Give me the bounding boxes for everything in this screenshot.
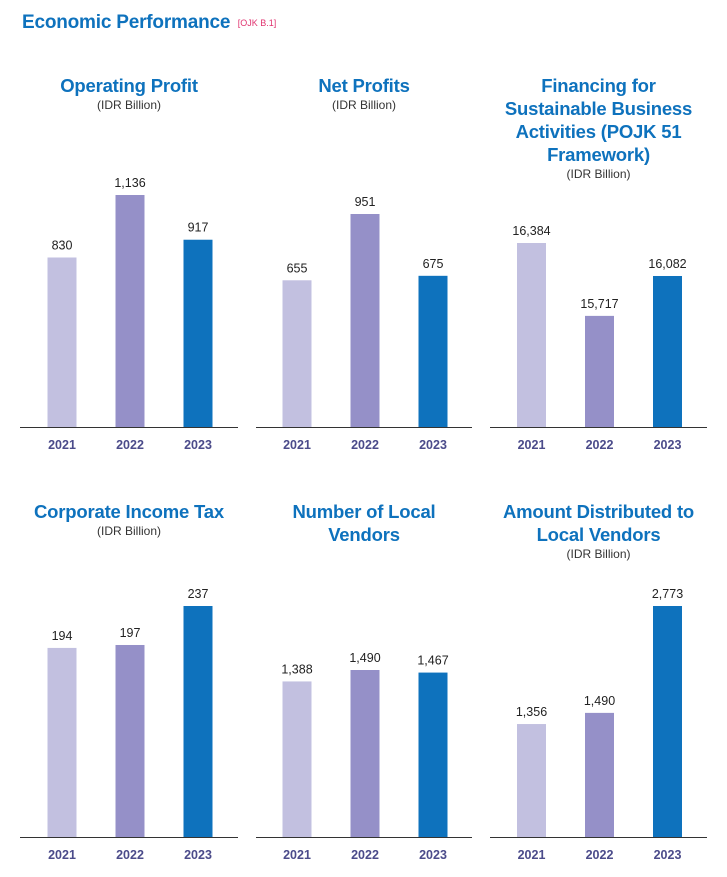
chart-title-line: Local Vendors [536, 524, 661, 545]
page-title: Economic Performance [OJK B.1] [22, 12, 276, 34]
data-label: 655 [287, 261, 308, 275]
bar-2022 [350, 670, 380, 837]
data-label: 951 [355, 195, 376, 209]
data-label: 1,136 [114, 176, 145, 190]
x-tick-label: 2021 [283, 438, 311, 452]
x-tick-label: 2021 [283, 848, 311, 862]
bar-2021 [517, 724, 546, 837]
chart-title: Corporate Income Tax [34, 501, 224, 522]
bar-2022 [115, 195, 145, 427]
x-tick-label: 2022 [351, 438, 379, 452]
chart-net-profits: Net Profits (IDR Billion) 655 2021 951 2022… [256, 0, 472, 877]
bar-2023 [183, 606, 213, 837]
chart-corporate-income-tax: Corporate Income Tax (IDR Billion) 194 20… [20, 0, 238, 877]
bar-2022 [585, 712, 614, 837]
data-label: 675 [423, 257, 444, 271]
chart-unit: (IDR Billion) [331, 98, 396, 112]
bar-2022 [585, 315, 614, 427]
bar-2023 [418, 275, 448, 427]
chart-header: Amount Distributed to Local Vendors (IDR… [490, 500, 707, 562]
x-tick-label: 2021 [518, 438, 546, 452]
x-tick-label: 2022 [116, 848, 144, 862]
data-label: 1,490 [584, 694, 615, 708]
data-label: 917 [188, 221, 209, 235]
x-tick-label: 2021 [48, 438, 76, 452]
chart-title: Net Profits [318, 75, 410, 96]
bar-2022 [115, 644, 145, 837]
x-tick-label: 2022 [586, 438, 614, 452]
data-label: 194 [52, 629, 73, 643]
chart-header: Financing for Sustainable Business Activ… [490, 74, 707, 182]
chart-unit: (IDR Billion) [96, 98, 161, 112]
chart-operating-profit: Operating Profit (IDR Billion) 830 2021 1,… [20, 0, 238, 877]
bar-chart: 16,384 2021 15,717 2022 16,082 2023 [490, 224, 707, 452]
x-tick-label: 2023 [184, 848, 212, 862]
chart-local-vendors: Number of Local Vendors 1,388 2021 1,490 20… [256, 0, 472, 877]
bar-chart: 194 2021 197 2022 237 2023 [20, 587, 238, 862]
chart-title-line: Financing for [541, 75, 656, 96]
bar-2021 [47, 257, 77, 427]
x-tick-label: 2021 [48, 848, 76, 862]
page-title-text: Economic Performance [22, 12, 231, 33]
chart-header: Corporate Income Tax (IDR Billion) [20, 500, 238, 539]
bar-2023 [418, 672, 448, 837]
data-label: 15,717 [580, 297, 618, 311]
x-tick-label: 2023 [419, 438, 447, 452]
chart-title: Amount Distributed to Local Vendors [490, 500, 707, 546]
chart-title: Number of Local Vendors [256, 500, 472, 546]
data-label: 16,384 [512, 224, 550, 238]
bar-2023 [653, 606, 682, 837]
chart-title-line: Vendors [328, 524, 400, 545]
x-tick-label: 2023 [419, 848, 447, 862]
bar-2021 [517, 243, 546, 427]
data-label: 237 [188, 587, 209, 601]
chart-header: Net Profits (IDR Billion) [256, 74, 472, 113]
data-label: 2,773 [652, 587, 683, 601]
chart-unit: (IDR Billion) [566, 547, 631, 561]
chart-header: Operating Profit (IDR Billion) [20, 74, 238, 113]
chart-title-line: Sustainable Business [504, 98, 693, 119]
x-tick-label: 2022 [351, 848, 379, 862]
bar-chart: 1,356 2021 1,490 2022 2,773 2023 [490, 587, 707, 862]
data-label: 1,490 [349, 651, 380, 665]
chart-sustainable-financing: Financing for Sustainable Business Activ… [490, 0, 707, 877]
bar-chart: 1,388 2021 1,490 2022 1,467 2023 [256, 651, 472, 862]
chart-unit: (IDR Billion) [566, 167, 631, 181]
x-tick-label: 2023 [654, 848, 682, 862]
x-tick-label: 2023 [654, 438, 682, 452]
data-label: 1,467 [417, 654, 448, 668]
chart-amount-distributed: Amount Distributed to Local Vendors (IDR… [490, 0, 707, 877]
x-tick-label: 2022 [116, 438, 144, 452]
x-tick-label: 2023 [184, 438, 212, 452]
reference-tag: [OJK B.1] [237, 18, 277, 28]
chart-title-line: Amount Distributed to [502, 501, 695, 522]
x-tick-label: 2021 [518, 848, 546, 862]
chart-title-line: Framework) [547, 144, 650, 165]
bar-2022 [350, 214, 380, 427]
data-label: 1,356 [516, 705, 547, 719]
chart-header: Number of Local Vendors [256, 500, 472, 546]
chart-title-line: Activities (POJK 51 [515, 121, 682, 142]
bar-2021 [282, 280, 312, 427]
bar-chart: 655 2021 951 2022 675 2023 [256, 195, 472, 452]
chart-title: Financing for Sustainable Business Activ… [490, 74, 707, 166]
bar-2023 [653, 275, 682, 427]
x-tick-label: 2022 [586, 848, 614, 862]
data-label: 830 [52, 238, 73, 252]
chart-title: Operating Profit [60, 75, 198, 96]
chart-title-line: Number of Local [292, 501, 436, 522]
data-label: 1,388 [281, 662, 312, 676]
data-label: 16,082 [648, 257, 686, 271]
chart-unit: (IDR Billion) [96, 524, 161, 538]
bar-chart: 830 2021 1,136 2022 917 2023 [20, 176, 238, 452]
data-label: 197 [120, 626, 141, 640]
bar-2023 [183, 239, 213, 427]
bar-2021 [282, 681, 312, 837]
bar-2021 [47, 647, 77, 837]
